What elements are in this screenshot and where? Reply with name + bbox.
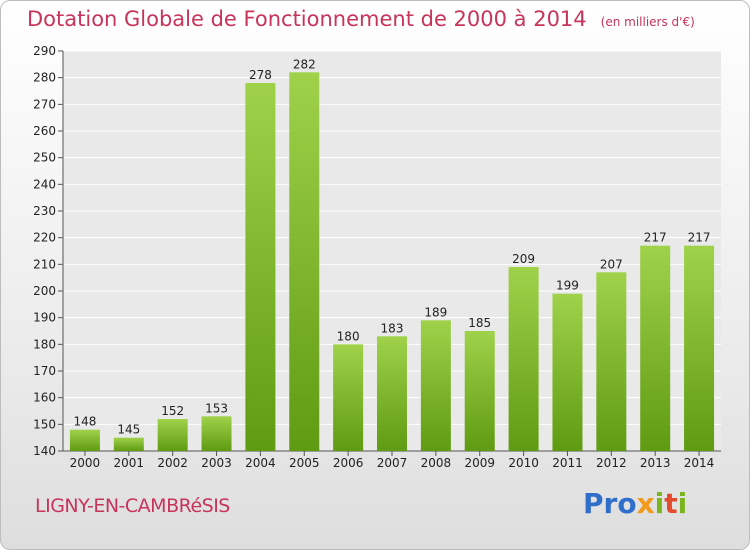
chart-title: Dotation Globale de Fonctionnement de 20…: [27, 7, 695, 31]
commune-name: LIGNY-EN-CAMBRéSIS: [35, 495, 230, 517]
x-tick-label-2009: 2009: [464, 456, 495, 470]
data-label-2000: 148: [73, 415, 96, 429]
data-label-2012: 207: [600, 257, 623, 271]
bar-2013: [640, 245, 671, 451]
unit-label: (en milliers d'€): [600, 15, 695, 29]
data-label-2009: 185: [468, 316, 491, 330]
data-label-2005: 282: [293, 57, 316, 71]
data-label-2014: 217: [688, 231, 711, 245]
bar-2000: [69, 429, 100, 451]
y-tick-label: 140: [33, 444, 56, 458]
bar-2014: [684, 245, 715, 451]
x-tick-label-2012: 2012: [596, 456, 627, 470]
x-tick-label-2001: 2001: [114, 456, 145, 470]
data-label-2001: 145: [117, 423, 140, 437]
y-tick-label: 150: [33, 417, 56, 431]
y-tick-label: 170: [33, 364, 56, 378]
x-tick-label-2000: 2000: [70, 456, 101, 470]
y-tick-label: 180: [33, 337, 56, 351]
y-tick-label: 230: [33, 204, 56, 218]
bar-2009: [464, 331, 495, 451]
bar-2003: [201, 416, 232, 451]
x-tick-label-2006: 2006: [333, 456, 364, 470]
y-tick-label: 250: [33, 151, 56, 165]
y-tick-label: 260: [33, 124, 56, 138]
data-label-2006: 180: [337, 329, 360, 343]
x-tick-label-2013: 2013: [640, 456, 671, 470]
brand-part-5: i: [677, 487, 688, 520]
x-tick-label-2010: 2010: [508, 456, 539, 470]
y-tick-label: 290: [33, 44, 56, 58]
bar-2008: [420, 320, 451, 451]
y-tick-label: 270: [33, 97, 56, 111]
data-label-2011: 199: [556, 279, 579, 293]
bar-2006: [333, 344, 364, 451]
y-tick-label: 200: [33, 284, 56, 298]
bar-2005: [289, 72, 320, 451]
brand-part-2: x: [636, 487, 655, 520]
y-tick-label: 190: [33, 311, 56, 325]
x-tick-label-2002: 2002: [157, 456, 188, 470]
x-tick-label-2008: 2008: [421, 456, 452, 470]
bar-2001: [113, 437, 144, 451]
brand-logo: Proxiti: [583, 487, 687, 520]
data-label-2002: 152: [161, 404, 184, 418]
y-tick-label: 280: [33, 71, 56, 85]
y-tick-label: 240: [33, 177, 56, 191]
data-label-2004: 278: [249, 68, 272, 82]
x-tick-label-2003: 2003: [201, 456, 232, 470]
brand-part-4: t: [664, 487, 678, 520]
y-tick-label: 210: [33, 257, 56, 271]
bar-2011: [552, 293, 583, 451]
x-tick-label-2011: 2011: [552, 456, 583, 470]
data-label-2007: 183: [381, 321, 404, 335]
brand-part-3: i: [654, 487, 665, 520]
data-label-2008: 189: [424, 305, 447, 319]
bar-2012: [596, 272, 627, 451]
data-label-2013: 217: [644, 231, 667, 245]
y-tick-label: 160: [33, 391, 56, 405]
y-tick-label: 220: [33, 231, 56, 245]
bar-2007: [377, 336, 407, 451]
title-text: Dotation Globale de Fonctionnement de 20…: [27, 7, 587, 31]
data-label-2010: 209: [512, 252, 535, 266]
bar-2004: [245, 83, 276, 451]
x-tick-label-2007: 2007: [377, 456, 408, 470]
bar-2010: [508, 267, 539, 451]
bar-2002: [157, 419, 188, 451]
data-label-2003: 153: [205, 401, 228, 415]
x-tick-label-2014: 2014: [684, 456, 715, 470]
brand-part-1: Pro: [583, 487, 637, 520]
x-tick-label-2005: 2005: [289, 456, 320, 470]
x-tick-label-2004: 2004: [245, 456, 276, 470]
